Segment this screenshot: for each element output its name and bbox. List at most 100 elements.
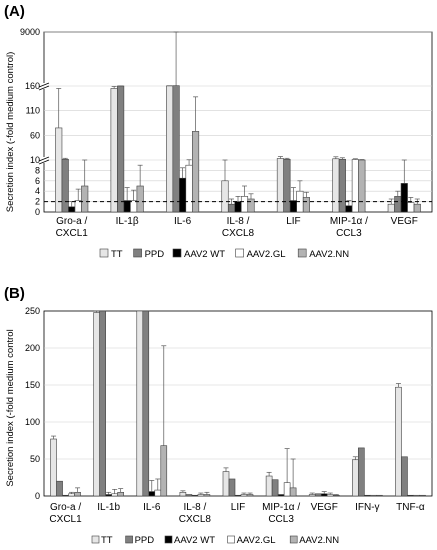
panel-b-bar [308,494,316,497]
panel-b-bar [222,471,230,497]
panel-a-bar [74,200,82,213]
panel-b-category-label: CCL3 [268,514,294,525]
panel-a-category-label: IL-6 [174,216,192,227]
panel-a-axis-break-mark [38,159,50,165]
panel-a-bar [81,185,89,213]
panel-a-y-tick-label: 160 [25,81,40,91]
panel-b-bar [99,310,106,497]
panel-a-y-tick-label: 8 [35,165,40,175]
panel-b-bar [332,494,340,497]
panel-b-legend-swatch [227,535,235,544]
panel-b-legend-swatch [289,535,298,544]
panel-b-bar [197,494,205,497]
panel-b-bar [111,493,118,497]
panel-a-bar [61,158,69,213]
panel-b-bar [56,480,63,497]
panel-b-bar [413,494,420,497]
panel-b-y-tick-label: 0 [35,491,40,501]
panel-a-bar [351,159,359,213]
panel-a-bar [276,158,284,213]
panel-b-bar [320,493,328,497]
panel-b-bar [401,456,408,497]
panel-a-bar [289,200,297,213]
panel-a-bar [110,88,118,213]
panel-b-legend-label: AAV2.GL [237,535,276,546]
panel-a-y-tick-label: 4 [35,186,40,196]
panel-a-axis-break [41,157,47,163]
panel-b-bar [271,479,279,497]
panel-a-bar [283,158,291,213]
panel-a-bar [400,183,408,213]
panel-b-category-label: IL-1b [97,502,120,513]
panel-b-bar [93,312,100,497]
panel-b-bar [395,386,402,497]
panel-b-bar [240,494,248,497]
panel-b-legend-swatch [164,535,173,544]
panel-b-category-label: TNF-α [396,502,425,513]
panel-b-bar [160,445,168,497]
panel-a-plot-frame [43,31,433,213]
panel-b-category-label: MIP-1α / [262,502,300,513]
panel-a-y-tick-label: 9000 [20,27,40,37]
panel-b-y-tick-label: 200 [25,343,40,353]
panel-a-label: (A) [4,3,25,20]
panel-a-category-label: CXCL8 [222,228,255,239]
panel-a-bar [68,206,76,213]
panel-b-category-label: IFN-γ [355,502,379,513]
panel-b-bar [376,494,383,497]
panel-a-y-tick-label: 110 [26,106,40,116]
panel-a-y-tick-label: 6 [35,176,40,186]
panel-b-bar [50,438,57,497]
panel-b-category-label: IL-8 / [183,502,206,513]
panel-b-bar [62,494,69,497]
panel-a-axis-break-mark [38,82,50,88]
panel-a-bar [394,196,402,213]
panel-a-bar [166,85,174,213]
panel-b-bar [154,489,162,497]
panel-b-bar [136,310,144,497]
panel-b-label: (B) [4,285,25,302]
panel-b-bar [419,494,426,497]
panel-a-category-label: MIP-1α / [330,216,368,227]
panel-b-category-label: Gro-a / [50,502,81,513]
panel-a-bar [332,158,340,213]
panel-b-y-tick-label: 250 [25,306,40,316]
panel-a-axis-break [41,83,47,89]
panel-b-bar [191,494,199,497]
panel-b-legend-swatch [91,535,100,544]
panel-a-bar [185,164,193,213]
panel-b-bar [117,491,124,497]
panel-b-bar [142,310,150,497]
panel-b-bar [370,494,377,497]
panel-a-bar [179,177,187,213]
panel-a-bar [413,203,421,213]
panel-a-category-label: VEGF [391,216,418,227]
panel-a-bar [358,159,366,213]
panel-a-legend-label: TT [111,249,123,260]
panel-b-category-label: VEGF [311,502,338,513]
panel-a-category-label: IL-1β [116,216,139,227]
panel-a-bar [302,197,310,213]
panel-a-bar [345,205,353,213]
panel-b-bar [148,491,156,497]
panel-b-legend-label: TT [101,535,113,546]
panel-b-bar [352,459,359,497]
panel-b-bar [283,482,291,497]
panel-a-legend-label: AAV2 WT [184,249,225,260]
panel-b-bar [358,447,365,497]
panel-b-category-label: IL-6 [143,502,161,513]
panel-a-y-tick-label: 0 [35,207,40,217]
panel-a-y-tick-label: 2 [35,197,40,207]
panel-a-y-tick-label: 60 [30,130,40,140]
panel-b-bar [185,494,193,497]
panel-b-legend-label: AAV2.NN [299,535,339,546]
panel-b-bar [246,494,254,497]
panel-a-y-axis-label: Secretion index (-fold medium control) [5,52,16,213]
panel-a-category-label: CXCL1 [56,228,89,239]
panel-a-legend-swatch [99,248,109,258]
panel-b-bar [234,494,242,497]
panel-a-bar [136,185,144,213]
panel-a-bar [123,200,131,213]
panel-b-bar [228,478,236,497]
